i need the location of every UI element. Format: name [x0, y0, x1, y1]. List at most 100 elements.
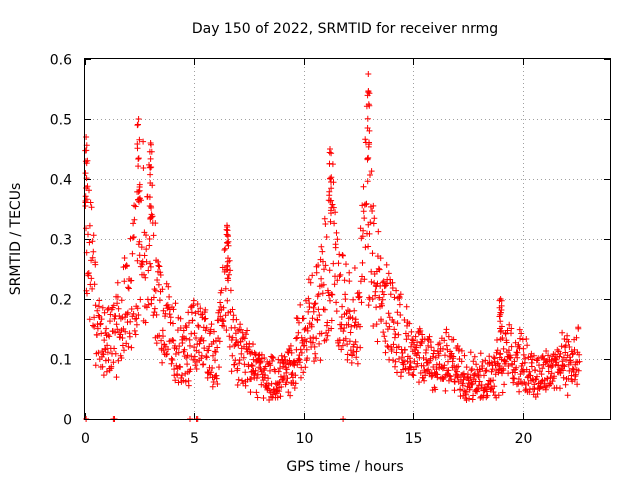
- data-point: [408, 328, 415, 335]
- data-point: [247, 389, 254, 396]
- data-point: [360, 208, 367, 215]
- data-point: [158, 337, 165, 344]
- data-point: [220, 304, 227, 311]
- data-point: [420, 362, 427, 369]
- data-point: [108, 363, 115, 370]
- data-point: [332, 209, 339, 216]
- data-point: [170, 306, 177, 313]
- data-point: [539, 365, 546, 372]
- data-point: [134, 145, 141, 152]
- data-point: [485, 381, 492, 388]
- axis-ticks: 0 0.1 0.2 0.3 0.4 0.5 0.6 0 5 10 15 20: [50, 53, 610, 447]
- data-point: [385, 310, 392, 317]
- data-point: [227, 267, 234, 274]
- data-point: [160, 333, 166, 340]
- data-point: [393, 287, 400, 294]
- data-point: [203, 353, 210, 360]
- data-point: [135, 163, 142, 170]
- data-point: [576, 358, 583, 365]
- data-point: [224, 263, 231, 270]
- data-point: [455, 363, 462, 370]
- data-point: [212, 349, 219, 355]
- data-point: [159, 359, 166, 366]
- data-point: [574, 381, 581, 388]
- data-point: [150, 232, 157, 239]
- data-point: [364, 178, 371, 185]
- data-point: [365, 71, 372, 77]
- data-point: [426, 333, 433, 340]
- data-point: [159, 327, 166, 334]
- y-axis-label: SRMTID / TECUs: [8, 183, 24, 296]
- data-point: [131, 327, 138, 334]
- data-point: [405, 332, 412, 339]
- data-point: [128, 306, 135, 312]
- data-point: [214, 344, 221, 351]
- data-point: [85, 231, 91, 238]
- data-point: [310, 308, 317, 315]
- data-point: [310, 334, 317, 341]
- data-point: [341, 277, 348, 284]
- data-point: [514, 349, 521, 356]
- data-point: [351, 265, 358, 271]
- data-point: [146, 242, 153, 249]
- data-point: [107, 318, 113, 325]
- data-point: [160, 347, 167, 354]
- data-point: [521, 379, 528, 386]
- data-point: [146, 148, 153, 155]
- data-point: [244, 327, 251, 334]
- data-point: [143, 232, 149, 239]
- data-point: [307, 279, 314, 286]
- data-point: [481, 372, 487, 379]
- data-point: [466, 395, 473, 402]
- data-point: [560, 362, 567, 369]
- data-point: [285, 389, 292, 396]
- data-point: [401, 357, 407, 364]
- data-point: [155, 281, 162, 288]
- data-point: [191, 344, 198, 351]
- data-point: [467, 349, 474, 356]
- data-point: [191, 330, 198, 337]
- data-point: [207, 326, 214, 333]
- data-point: [135, 116, 142, 122]
- data-point: [364, 156, 371, 163]
- data-point: [457, 386, 464, 393]
- data-point: [414, 339, 421, 346]
- data-point: [156, 263, 163, 270]
- data-point: [322, 262, 329, 269]
- data-point: [436, 340, 443, 347]
- y-tick-label: 0.6: [50, 53, 72, 69]
- data-point: [224, 239, 231, 246]
- data-point: [242, 369, 249, 376]
- data-point: [227, 287, 234, 294]
- data-point: [118, 297, 125, 304]
- data-point: [454, 343, 461, 349]
- x-tick-label: 5: [190, 431, 199, 447]
- data-point: [249, 363, 256, 369]
- data-point: [284, 375, 291, 382]
- data-point: [192, 362, 199, 369]
- data-point: [511, 358, 518, 365]
- data-point: [147, 180, 154, 186]
- data-point: [460, 376, 467, 383]
- data-point: [165, 283, 172, 290]
- data-point: [251, 370, 258, 377]
- data-point: [311, 301, 318, 308]
- data-point: [416, 379, 422, 386]
- data-point: [297, 346, 304, 353]
- data-point: [375, 265, 382, 272]
- data-point: [211, 328, 217, 335]
- data-point: [300, 369, 307, 376]
- data-point: [146, 203, 153, 209]
- data-point: [117, 331, 124, 338]
- data-point: [196, 349, 202, 356]
- data-point: [128, 277, 135, 284]
- data-point: [223, 327, 230, 334]
- data-point: [328, 197, 335, 204]
- data-point: [323, 336, 330, 343]
- data-point: [534, 391, 541, 397]
- data-point: [186, 319, 192, 326]
- data-point: [288, 349, 295, 356]
- data-point: [228, 368, 235, 375]
- data-point: [518, 330, 525, 337]
